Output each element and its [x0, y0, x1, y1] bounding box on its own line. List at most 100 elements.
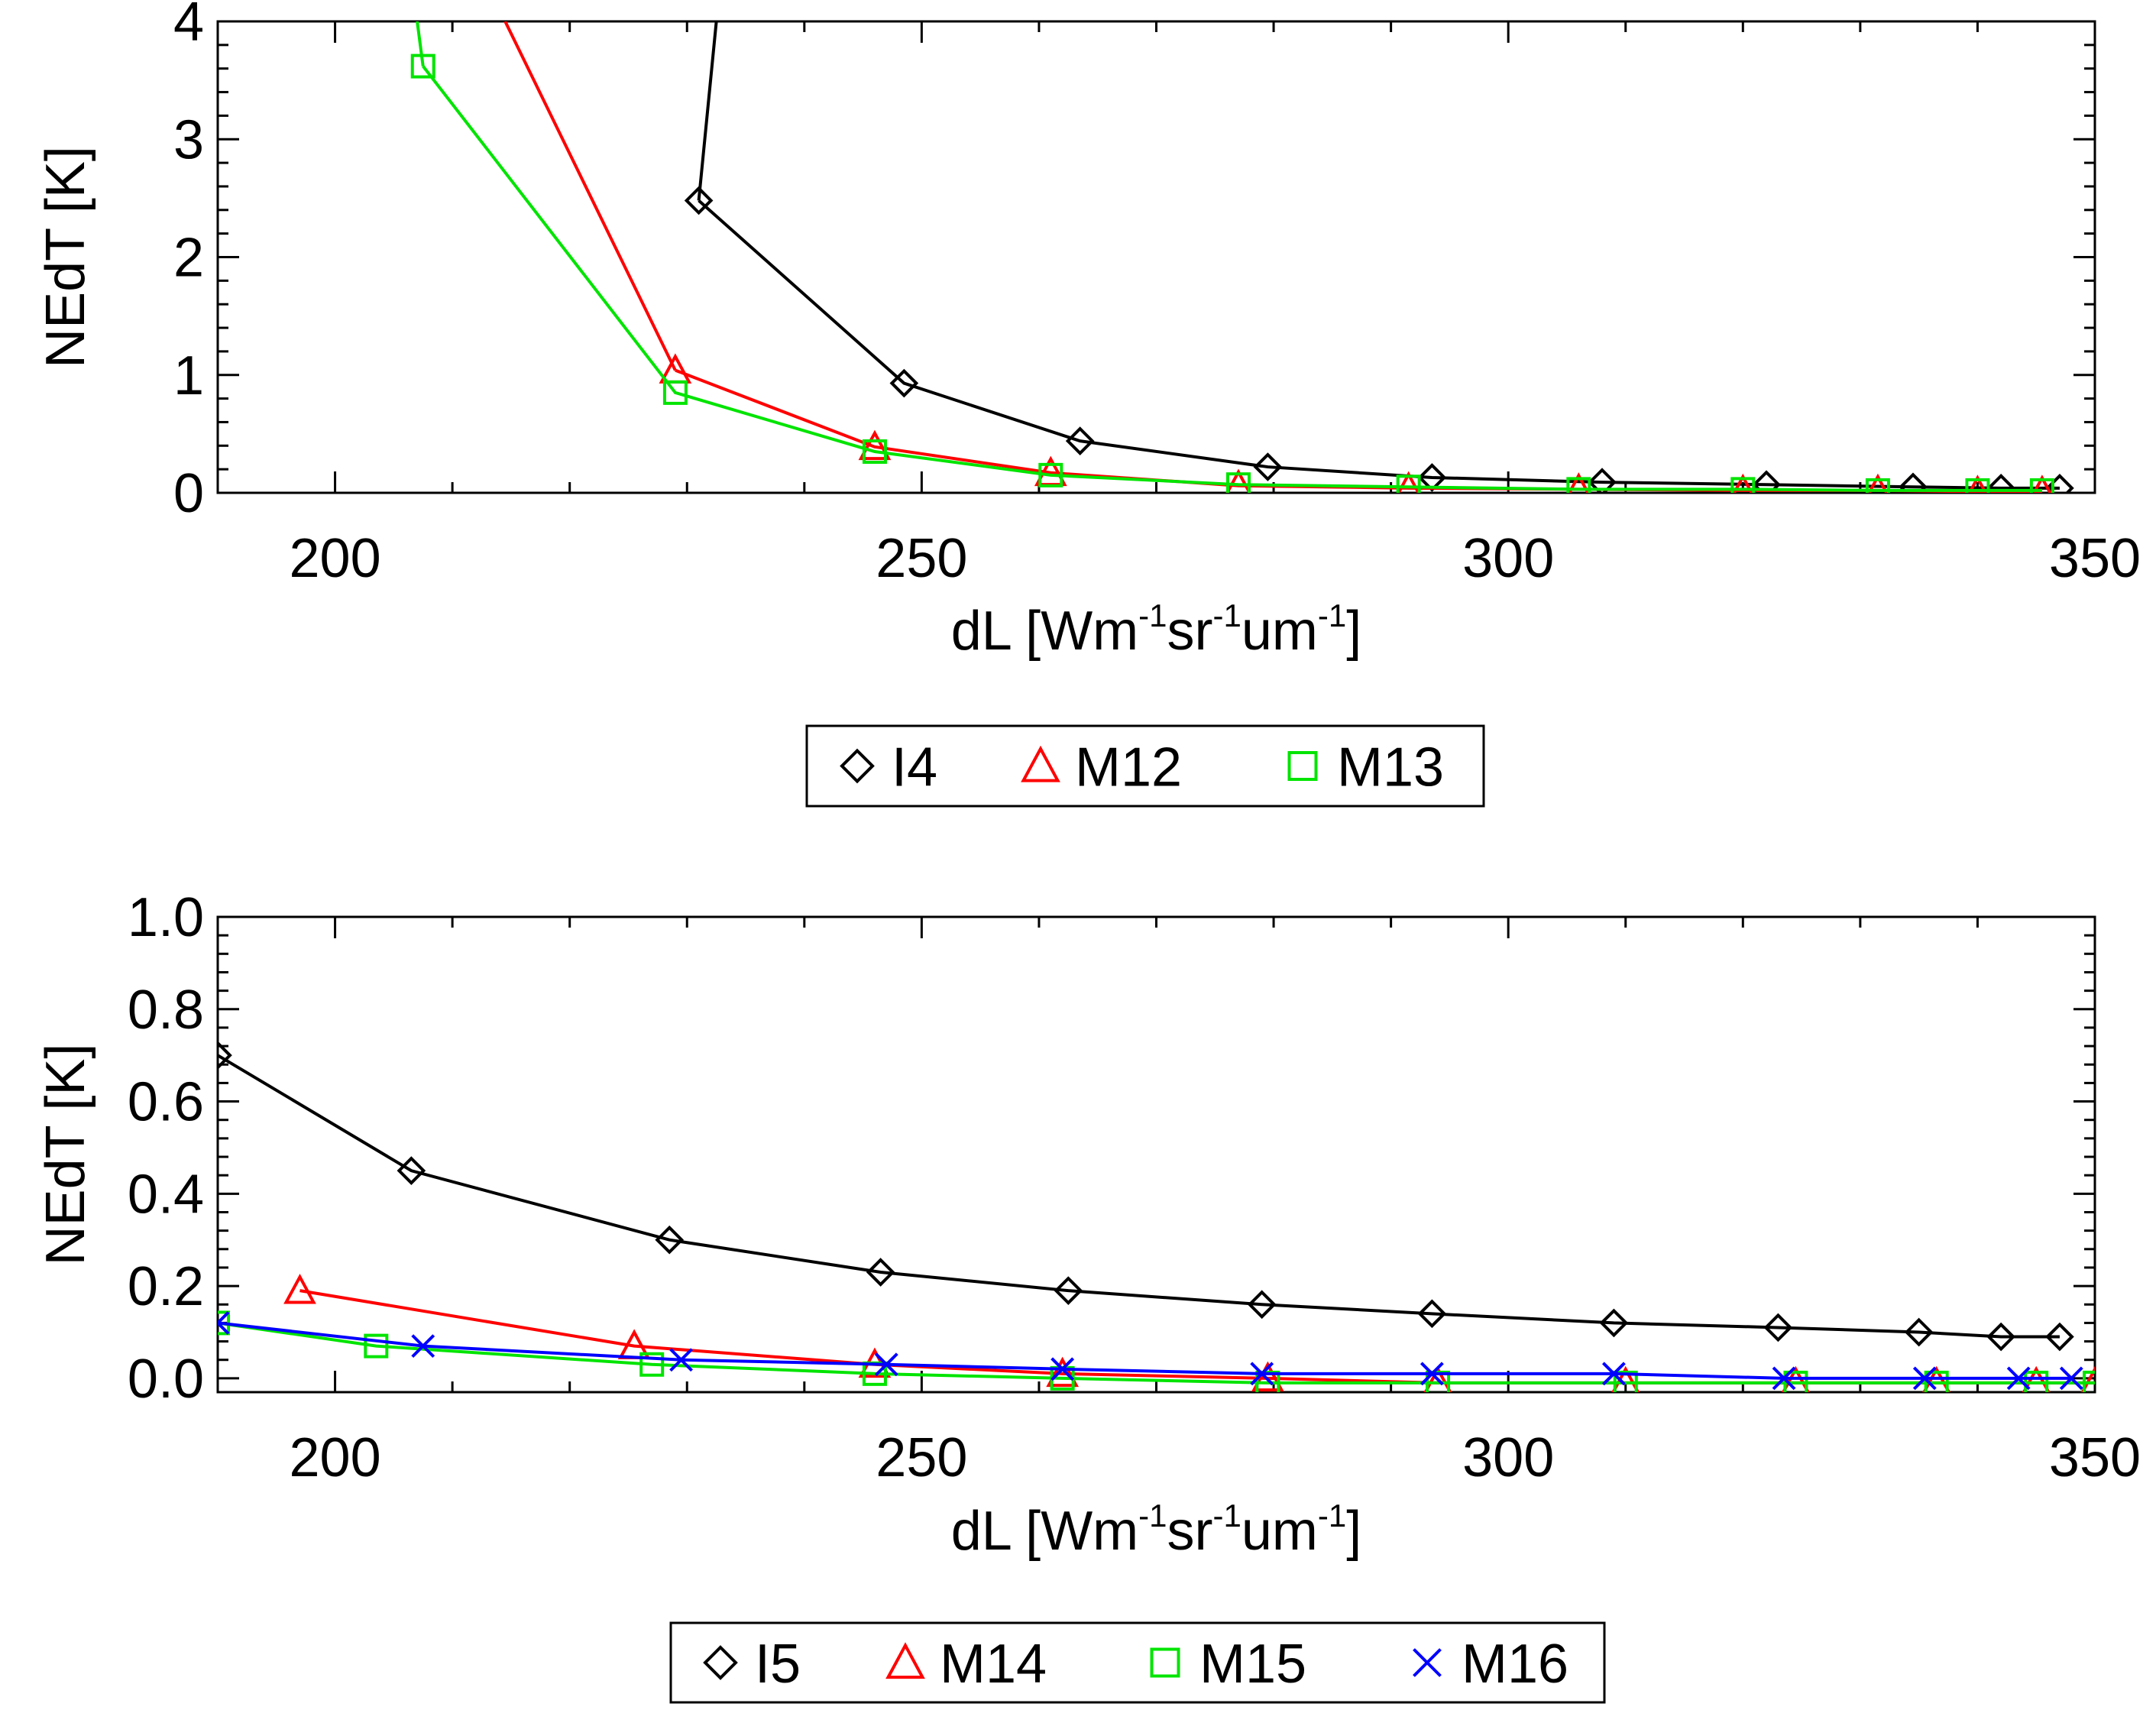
data-point-I4 — [1986, 474, 2015, 493]
y-tick-label: 2 — [173, 228, 204, 289]
y-tick-label: 0 — [173, 463, 204, 524]
legend-label-M16: M16 — [1462, 1634, 1568, 1695]
data-point-M14 — [1046, 1356, 1080, 1388]
data-point-I4 — [1065, 426, 1095, 455]
legend-marker-I4 — [840, 748, 875, 784]
data-point-M13 — [1038, 462, 1063, 487]
data-point-I5 — [1904, 1317, 1934, 1347]
chart-1: 200 250 300 350 0 1 2 3 4 NEdT [K] dL [Wm-1sr-1um-… — [35, 0, 2141, 808]
y-tick-label: 1 — [173, 345, 204, 406]
data-point-I5 — [2045, 1322, 2074, 1352]
data-layer — [410, 21, 2074, 493]
data-point-M16 — [874, 1352, 898, 1377]
data-point-M13 — [1396, 474, 1421, 493]
legend-marker-M15 — [1150, 1647, 1180, 1678]
x-tick-label: 300 — [1462, 1427, 1554, 1488]
data-point-I4 — [1253, 452, 1283, 481]
data-point-M16 — [411, 1334, 435, 1359]
data-point-I5 — [1417, 1299, 1447, 1329]
data-point-M13 — [662, 380, 688, 405]
data-point-M15 — [639, 1352, 665, 1377]
x-tick-label: 200 — [289, 1427, 380, 1488]
y-tick-label: 3 — [173, 109, 204, 170]
data-point-M15 — [1613, 1370, 1638, 1392]
legend-label-I5: I5 — [755, 1634, 801, 1695]
data-point-M16 — [2059, 1366, 2083, 1391]
data-point-M13 — [1225, 472, 1251, 493]
data-point-M16 — [218, 1311, 230, 1335]
legend-label-M15: M15 — [1199, 1634, 1306, 1695]
x-tick-label: 200 — [289, 528, 380, 589]
data-point-M15 — [1783, 1370, 1808, 1392]
data-point-I5 — [218, 1041, 232, 1070]
legend-marker-M16 — [1413, 1648, 1442, 1677]
y-axis-title: NEdT [K] — [35, 1044, 96, 1266]
x-tick-label: 250 — [876, 528, 967, 589]
data-point-M14 — [1251, 1361, 1284, 1392]
y-tick-label: 0.2 — [128, 1256, 204, 1317]
legend-box — [669, 1621, 1606, 1704]
legend: I4 M12 M13 — [805, 724, 1485, 808]
data-point-I5 — [1599, 1308, 1629, 1338]
data-point-M16 — [1772, 1366, 1796, 1391]
chart-2: 200 250 300 350 0.0 0.2 0.4 0.6 0.8 1.0 NEdT [K] dL… — [35, 887, 2141, 1704]
data-point-I4 — [684, 186, 714, 215]
data-point-M13 — [1865, 478, 1890, 493]
legend-box — [805, 724, 1485, 808]
legend-label-M12: M12 — [1075, 737, 1182, 798]
data-point-M13 — [1965, 478, 1990, 493]
data-point-M15 — [1924, 1370, 1949, 1392]
legend-marker-I5 — [703, 1645, 738, 1680]
data-point-M12 — [858, 429, 892, 461]
y-tick-label: 0.8 — [128, 980, 204, 1041]
x-tick-label: 250 — [876, 1427, 967, 1488]
series-line-I5 — [218, 1054, 2060, 1339]
y-tick-label: 4 — [173, 0, 204, 53]
data-point-M13 — [2029, 478, 2054, 493]
data-point-M13 — [1730, 477, 1756, 493]
y-axis-title: NEdT [K] — [35, 146, 96, 368]
x-tick-label: 300 — [1462, 528, 1554, 589]
series-line-M15 — [218, 1321, 2095, 1385]
data-point-I5 — [1054, 1276, 1083, 1305]
series-line-M13 — [422, 65, 2042, 492]
x-axis-title: dL [Wm-1sr-1um-1] — [951, 1498, 1361, 1562]
series-line-extension — [416, 21, 425, 66]
data-point-I4 — [1588, 468, 1617, 493]
data-point-M16 — [1420, 1362, 1444, 1386]
data-point-I4 — [889, 368, 919, 398]
data-point-I5 — [866, 1258, 895, 1287]
data-point-M13 — [1566, 477, 1591, 493]
series-line-extension — [503, 21, 677, 371]
data-point-M16 — [669, 1348, 693, 1372]
data-point-I5 — [1247, 1290, 1277, 1320]
data-point-M15 — [2024, 1370, 2049, 1392]
y-tick-label: 0.6 — [128, 1072, 204, 1133]
data-point-I4 — [1752, 470, 1781, 493]
legend-marker-M13 — [1287, 751, 1318, 781]
data-point-I5 — [397, 1156, 426, 1185]
data-point-I5 — [655, 1225, 685, 1255]
data-point-M13 — [410, 53, 435, 79]
legend-marker-M14 — [885, 1642, 925, 1679]
x-tick-label: 350 — [2049, 1427, 2141, 1488]
legend-marker-M12 — [1021, 745, 1060, 782]
data-point-M13 — [862, 439, 887, 465]
data-point-I5 — [1763, 1313, 1793, 1342]
data-point-M16 — [1250, 1362, 1274, 1386]
series-line-M16 — [218, 1321, 2072, 1380]
legend-label-M14: M14 — [940, 1634, 1047, 1695]
data-layer — [218, 1041, 2095, 1392]
y-tick-label: 0.4 — [128, 1164, 204, 1225]
data-point-M16 — [2006, 1366, 2031, 1391]
series-line-extension — [697, 21, 718, 201]
data-point-M14 — [283, 1273, 316, 1304]
y-tick-label: 1.0 — [128, 887, 204, 948]
legend: I5 M14 M15 M16 — [669, 1621, 1606, 1704]
x-axis-title: dL [Wm-1sr-1um-1] — [951, 598, 1361, 662]
data-point-M16 — [1050, 1357, 1075, 1381]
y-tick-label: 0.0 — [128, 1349, 204, 1410]
x-tick-label: 350 — [2049, 528, 2141, 589]
legend-label-M13: M13 — [1337, 737, 1444, 798]
data-point-M15 — [364, 1333, 389, 1359]
